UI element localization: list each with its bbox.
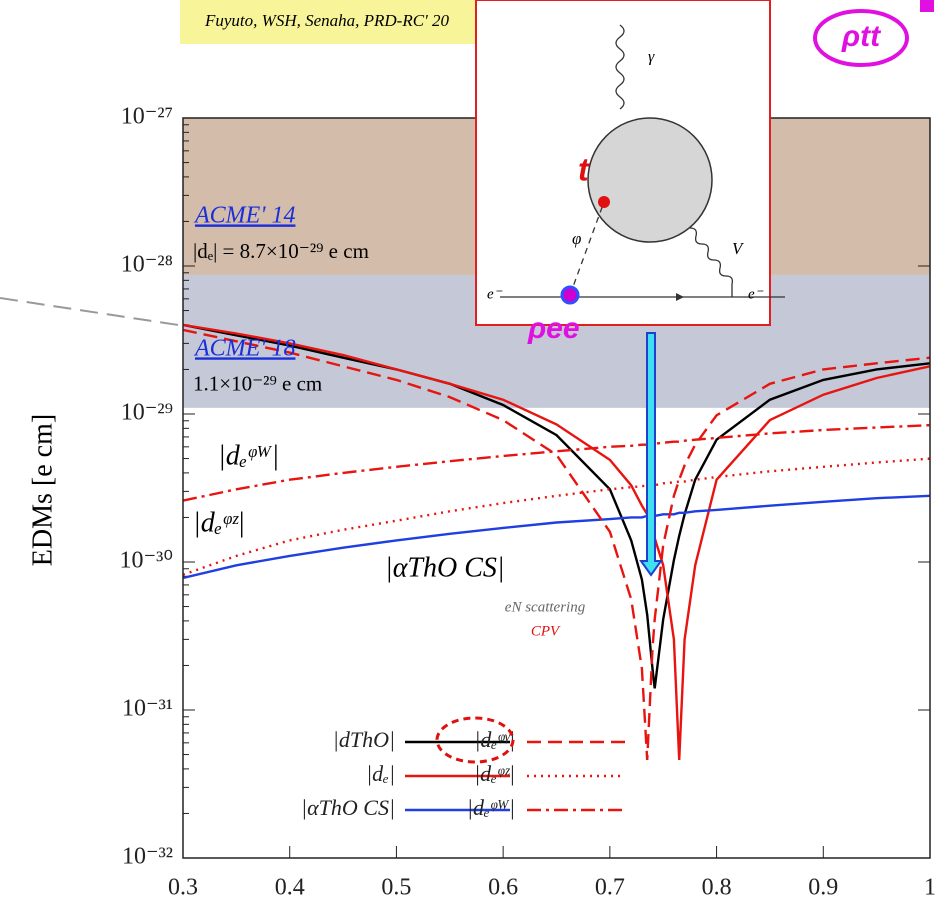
ee-vertex xyxy=(562,287,578,303)
y-tick-label: 10⁻²⁹ xyxy=(121,400,173,426)
electron-out-label: e⁻ xyxy=(748,286,764,302)
x-tick-label: 0.4 xyxy=(275,875,305,901)
loop-blob xyxy=(588,118,712,242)
legend-label: |dₑᵠᵂ| xyxy=(467,795,515,820)
rho-tt-label: ρtt xyxy=(841,20,882,53)
magenta-mark xyxy=(920,0,934,12)
y-tick-label: 10⁻³⁰ xyxy=(120,548,173,574)
curve-label: |dₑᵠᵂ| xyxy=(218,440,279,471)
x-tick-label: 0.5 xyxy=(381,875,411,901)
citation: Fuyuto, WSH, Senaha, PRD-RC' 20 xyxy=(204,11,449,30)
annotation: eN scattering xyxy=(505,599,586,615)
top-vertex xyxy=(598,196,610,208)
page: {"header": {"citation": "Fuyuto, WSH, Se… xyxy=(0,0,943,916)
photon-label: γ xyxy=(648,49,655,66)
top-label: t xyxy=(578,151,590,187)
y-tick-label: 10⁻³² xyxy=(122,844,173,870)
legend-label: |dₑ| xyxy=(366,761,395,786)
band-name: ACME' 18 xyxy=(193,335,295,361)
band-text: 1.1×10⁻²⁹ e cm xyxy=(193,372,322,396)
x-tick-label: 0.3 xyxy=(168,875,198,901)
x-tick-label: 0.8 xyxy=(702,875,732,901)
curve-label: |dₑᵠᶻ| xyxy=(193,507,245,538)
y-tick-label: 10⁻³¹ xyxy=(122,696,173,722)
series-line xyxy=(183,459,930,575)
x-tick-label: 1 xyxy=(924,875,936,901)
x-tick-label: 0.6 xyxy=(488,875,518,901)
y-tick-label: 10⁻²⁸ xyxy=(121,252,173,278)
band-text: |dₑ| = 8.7×10⁻²⁹ e cm xyxy=(193,239,369,263)
legend-label: |dThO| xyxy=(333,727,395,752)
y-tick-label: 10⁻²⁷ xyxy=(121,104,173,130)
curve-label: |αThO CS| xyxy=(385,552,505,583)
annotation: CPV xyxy=(531,623,561,639)
x-tick-label: 0.9 xyxy=(808,875,838,901)
legend-label: |αThO CS| xyxy=(301,795,395,820)
feynman-diagram: γ V φ e⁻ e⁻ t xyxy=(476,0,785,325)
pointer-line xyxy=(0,298,185,326)
figure: ACME' 14 |dₑ| = 8.7×10⁻²⁹ e cm ACME' 18 1.1… xyxy=(0,0,943,916)
series-line xyxy=(183,496,930,578)
x-tick-label: 0.7 xyxy=(595,875,625,901)
phi-label: φ xyxy=(572,229,581,248)
band-name: ACME' 14 xyxy=(193,202,295,228)
electron-in-label: e⁻ xyxy=(487,286,503,302)
y-axis-label: EDMs [e cm] xyxy=(27,414,58,566)
rho-ee-label: ρee xyxy=(527,312,580,345)
legend-label: |dₑᵠᶻ| xyxy=(474,761,515,786)
